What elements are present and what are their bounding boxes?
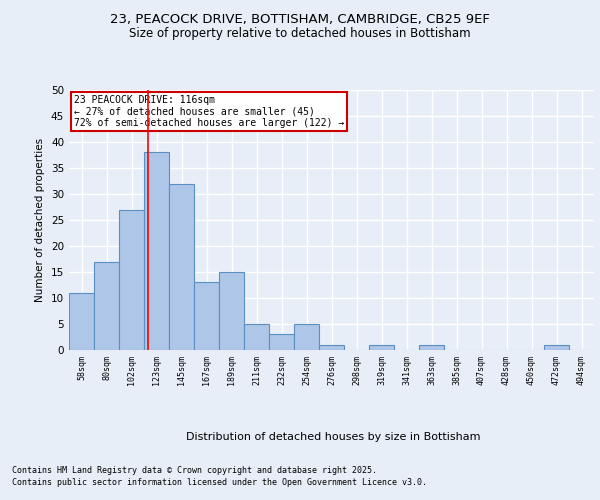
Text: Contains HM Land Registry data © Crown copyright and database right 2025.: Contains HM Land Registry data © Crown c… [12,466,377,475]
Bar [169,184,194,350]
Bar [144,152,169,350]
Text: 23, PEACOCK DRIVE, BOTTISHAM, CAMBRIDGE, CB25 9EF: 23, PEACOCK DRIVE, BOTTISHAM, CAMBRIDGE,… [110,12,490,26]
Bar [369,345,394,350]
Bar [119,210,144,350]
Y-axis label: Number of detached properties: Number of detached properties [35,138,46,302]
Bar [219,272,244,350]
Bar [544,345,569,350]
Text: Distribution of detached houses by size in Bottisham: Distribution of detached houses by size … [186,432,480,442]
Text: Contains public sector information licensed under the Open Government Licence v3: Contains public sector information licen… [12,478,427,487]
Bar [94,262,119,350]
Bar [69,293,94,350]
Bar [319,345,344,350]
Bar [419,345,444,350]
Text: 23 PEACOCK DRIVE: 116sqm
← 27% of detached houses are smaller (45)
72% of semi-d: 23 PEACOCK DRIVE: 116sqm ← 27% of detach… [74,95,344,128]
Bar [244,324,269,350]
Bar [294,324,319,350]
Text: Size of property relative to detached houses in Bottisham: Size of property relative to detached ho… [129,28,471,40]
Bar [269,334,294,350]
Bar [194,282,219,350]
